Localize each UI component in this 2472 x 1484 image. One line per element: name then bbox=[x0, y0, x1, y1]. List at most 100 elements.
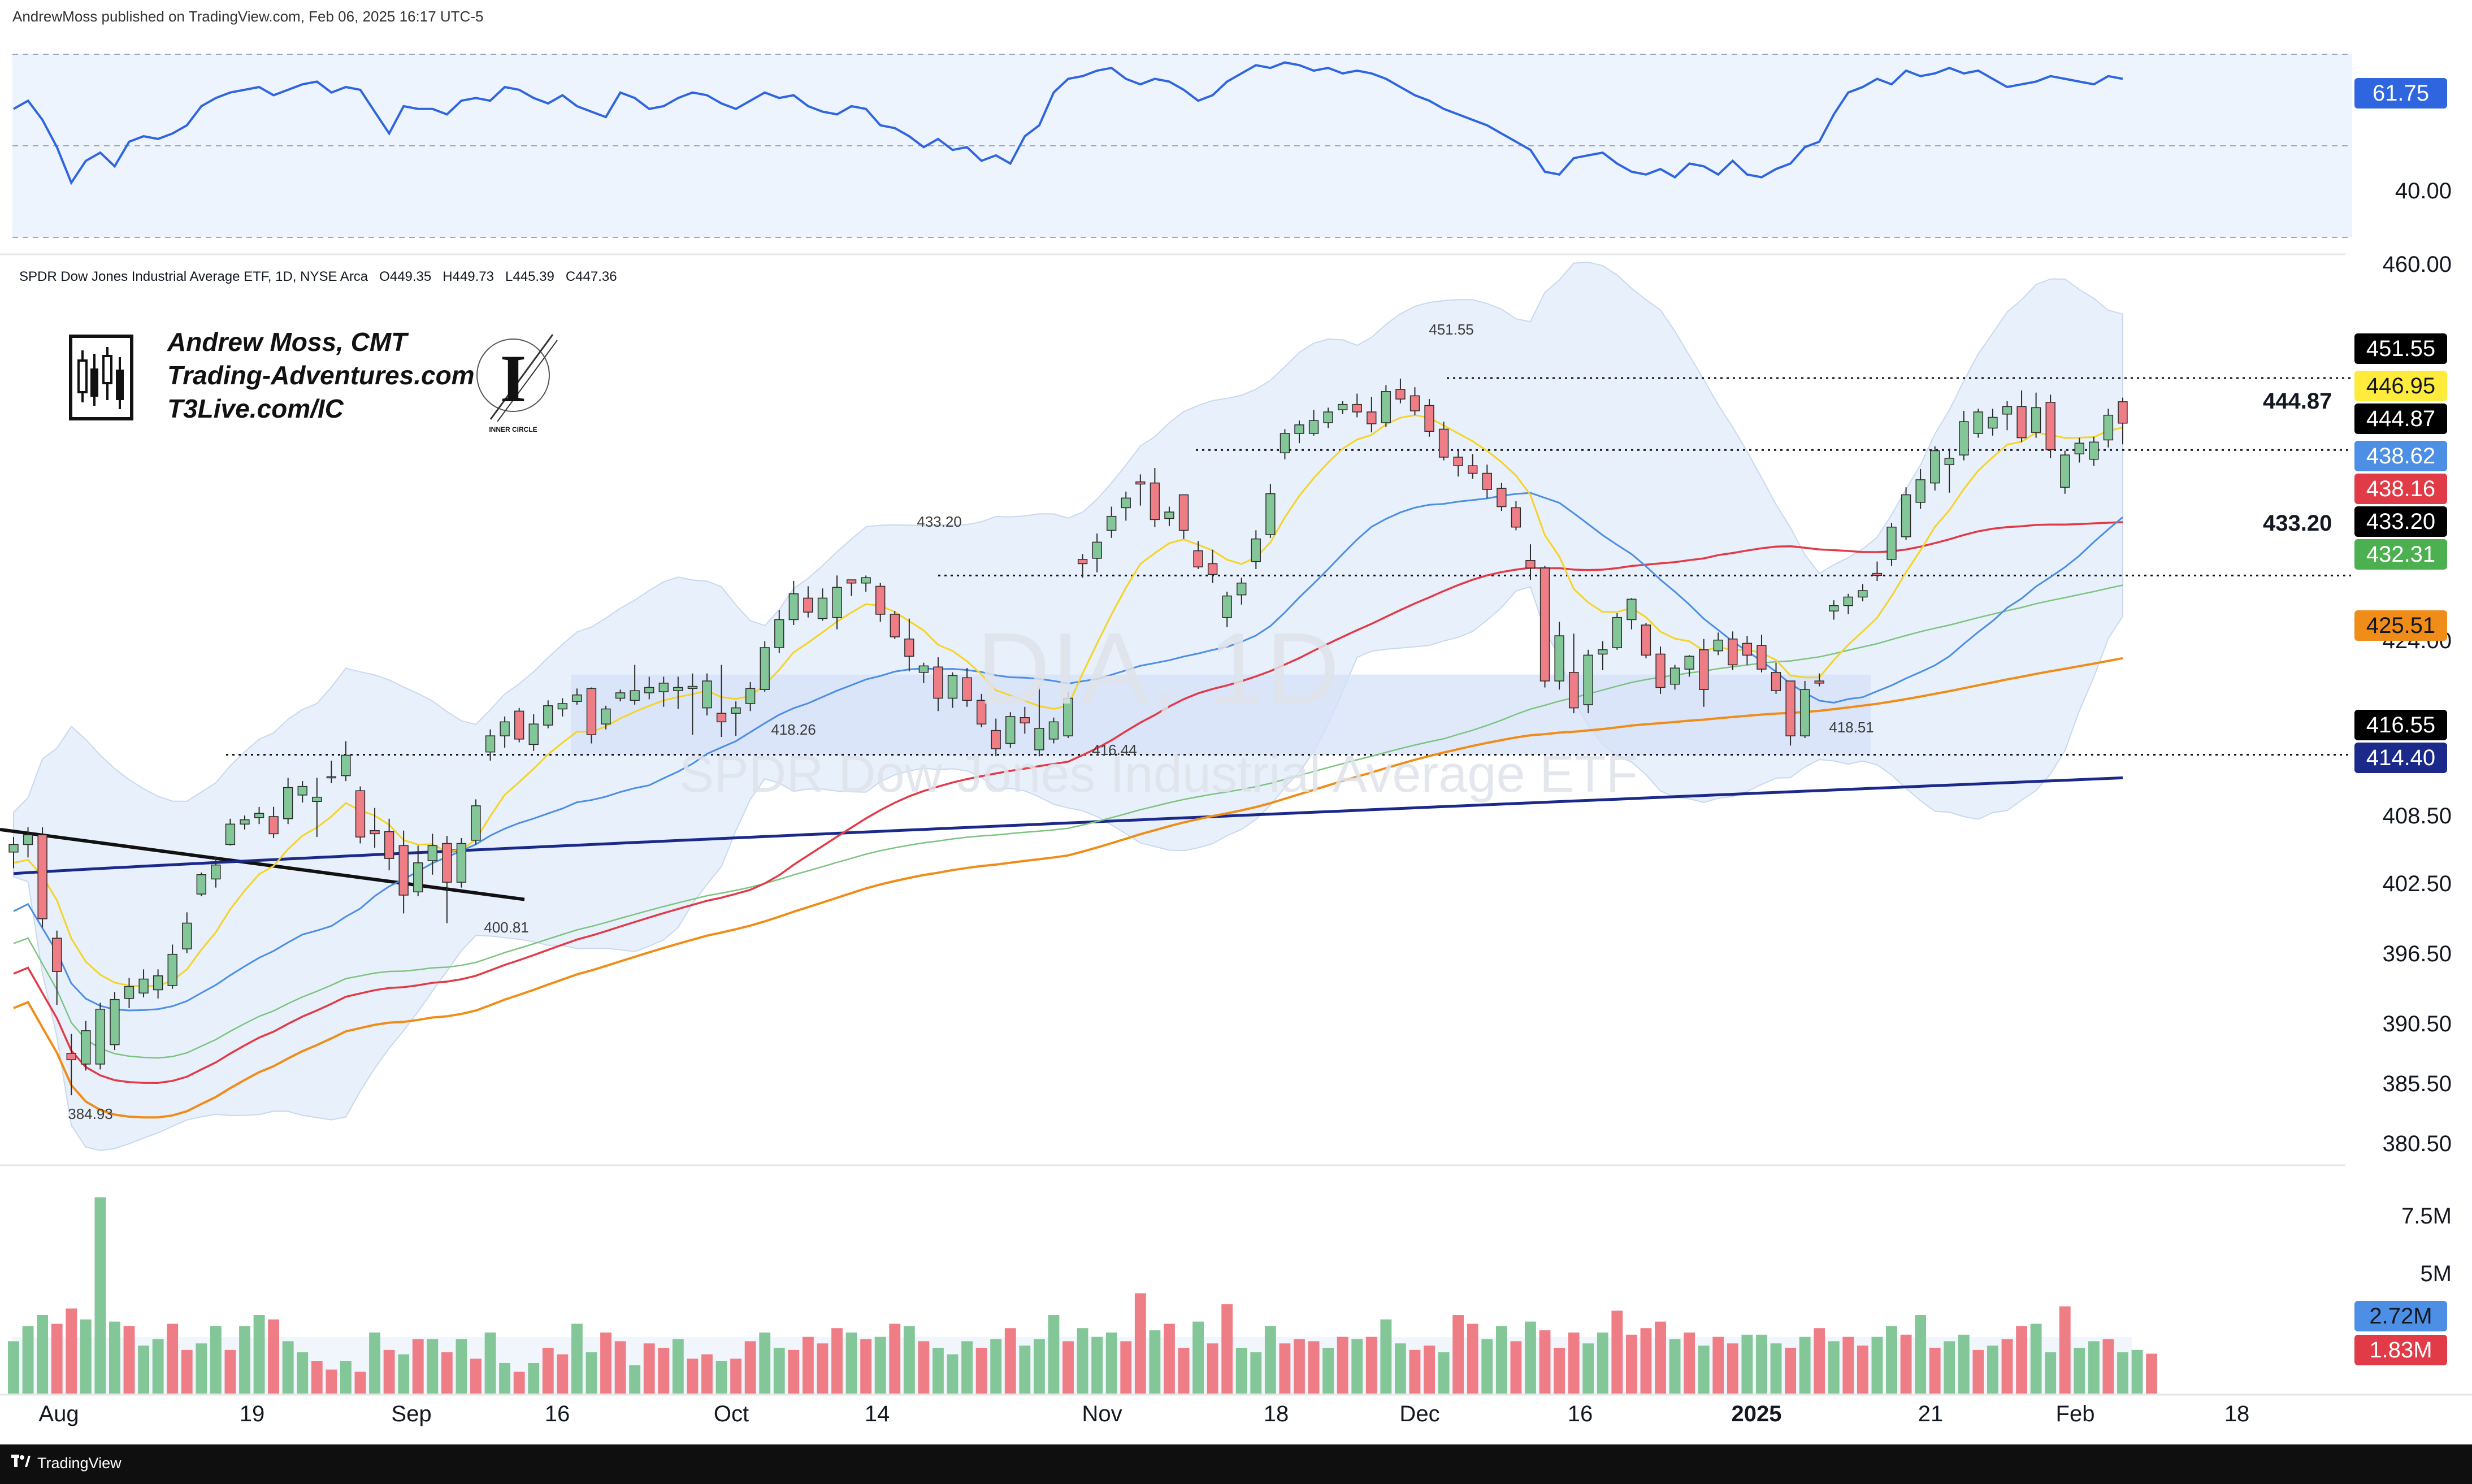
volume-bar bbox=[1120, 1341, 1132, 1394]
candle-up bbox=[1554, 635, 1564, 682]
candle-down bbox=[933, 666, 943, 699]
candle-up bbox=[1598, 649, 1608, 655]
volume-bar bbox=[1178, 1347, 1190, 1394]
volume-bar bbox=[1900, 1334, 1912, 1394]
candle-up bbox=[687, 685, 698, 689]
candle-down bbox=[2045, 402, 2055, 450]
volume-tick: 5M bbox=[2420, 1261, 2452, 1286]
candle-down bbox=[803, 597, 813, 613]
candle-down bbox=[52, 938, 62, 972]
candle-down bbox=[1410, 395, 1420, 411]
volume-bar bbox=[1857, 1346, 1868, 1394]
price-badge-support: 416.55 bbox=[2354, 710, 2447, 740]
volume-bar bbox=[1727, 1343, 1738, 1394]
candle-up bbox=[1308, 420, 1319, 434]
candle-down bbox=[1699, 649, 1709, 691]
volume-bar bbox=[1105, 1332, 1117, 1394]
candle-up bbox=[2002, 406, 2013, 415]
high-annotation: 451.55 bbox=[1429, 321, 1474, 338]
volume-bar bbox=[1033, 1339, 1045, 1394]
volume-bar bbox=[889, 1324, 901, 1394]
volume-bar bbox=[1611, 1311, 1623, 1394]
price-tick: 385.50 bbox=[2382, 1071, 2452, 1096]
price-badge-level: 444.87 bbox=[2354, 403, 2447, 434]
candle-down bbox=[1771, 672, 1781, 691]
volume-bar bbox=[1944, 1341, 1955, 1394]
candle-up bbox=[81, 1030, 91, 1065]
volume-bar bbox=[1467, 1324, 1478, 1394]
candle-up bbox=[557, 703, 568, 710]
candle-up bbox=[1337, 403, 1348, 410]
candle-down bbox=[846, 579, 857, 584]
candle-down bbox=[586, 688, 597, 735]
volume-bar bbox=[1264, 1326, 1276, 1394]
candle-up bbox=[254, 813, 264, 818]
candle-down bbox=[991, 730, 1001, 749]
time-label: 18 bbox=[2224, 1401, 2250, 1426]
volume-bar bbox=[152, 1339, 164, 1394]
price-badge-sma21: 438.62 bbox=[2354, 441, 2447, 471]
volume-bar bbox=[1091, 1337, 1103, 1394]
candle-up bbox=[2060, 454, 2070, 488]
candle-up bbox=[1669, 667, 1680, 685]
time-label: 14 bbox=[864, 1401, 890, 1426]
volume-bar bbox=[1582, 1343, 1594, 1394]
volume-bar bbox=[253, 1315, 265, 1394]
candle-up bbox=[95, 1009, 106, 1065]
candle-down bbox=[2016, 406, 2027, 439]
candle-up bbox=[211, 864, 221, 880]
volume-bar bbox=[643, 1343, 655, 1394]
volume-bar bbox=[1134, 1293, 1146, 1394]
volume-bar bbox=[2001, 1339, 2013, 1394]
volume-bar bbox=[571, 1324, 583, 1394]
candle-down bbox=[1728, 639, 1738, 666]
volume-bar bbox=[715, 1361, 727, 1394]
candle-down bbox=[1077, 559, 1088, 565]
low-annotation: 416.44 bbox=[1092, 741, 1137, 758]
volume-bar bbox=[1221, 1304, 1233, 1394]
candle-up bbox=[947, 675, 958, 699]
candle-up bbox=[832, 587, 842, 618]
publisher-text: AndrewMoss published on TradingView.com,… bbox=[12, 8, 484, 25]
candle-down bbox=[1367, 411, 1377, 424]
volume-bar bbox=[311, 1361, 323, 1394]
volume-bar bbox=[1062, 1341, 1074, 1394]
candle-down bbox=[514, 710, 524, 740]
candle-up bbox=[1944, 458, 1954, 466]
volume-bar bbox=[282, 1341, 294, 1394]
author-site: Trading-Adventures.com bbox=[167, 361, 475, 390]
candle-up bbox=[1886, 526, 1897, 560]
volume-bar bbox=[1481, 1339, 1493, 1394]
candle-up bbox=[2074, 442, 2084, 454]
volume-bar bbox=[1250, 1352, 1262, 1394]
price-tick: 396.50 bbox=[2382, 941, 2452, 966]
author-name: Andrew Moss, CMT bbox=[167, 327, 407, 357]
volume-bar bbox=[817, 1343, 829, 1394]
volume-bar bbox=[1495, 1326, 1507, 1394]
volume-bar bbox=[1756, 1334, 1767, 1394]
time-label: Sep bbox=[391, 1401, 432, 1426]
volume-bar bbox=[1770, 1343, 1782, 1394]
candle-up bbox=[196, 874, 206, 895]
volume-bar bbox=[773, 1347, 785, 1394]
volume-bar bbox=[831, 1328, 843, 1394]
price-badge-sma50: 438.16 bbox=[2354, 474, 2447, 504]
price-tick: 380.50 bbox=[2382, 1131, 2452, 1156]
candle-up bbox=[1164, 511, 1174, 519]
volume-bar bbox=[210, 1326, 222, 1394]
candle-up bbox=[760, 647, 770, 691]
volume-bar bbox=[1987, 1346, 1998, 1394]
candle-up bbox=[283, 787, 293, 819]
candle-up bbox=[601, 708, 611, 724]
volume-bar bbox=[484, 1332, 496, 1394]
volume-bar bbox=[629, 1365, 641, 1394]
author-brand: Andrew Moss, CMT Trading-Adventures.com … bbox=[167, 326, 475, 426]
volume-bar bbox=[2030, 1324, 2042, 1394]
volume-bar bbox=[1597, 1332, 1608, 1394]
footer-bar bbox=[0, 1444, 2472, 1484]
volume-bar bbox=[398, 1354, 410, 1394]
volume-bar bbox=[1785, 1347, 1797, 1394]
volume-bar bbox=[1322, 1347, 1334, 1394]
candle-up bbox=[297, 786, 307, 796]
